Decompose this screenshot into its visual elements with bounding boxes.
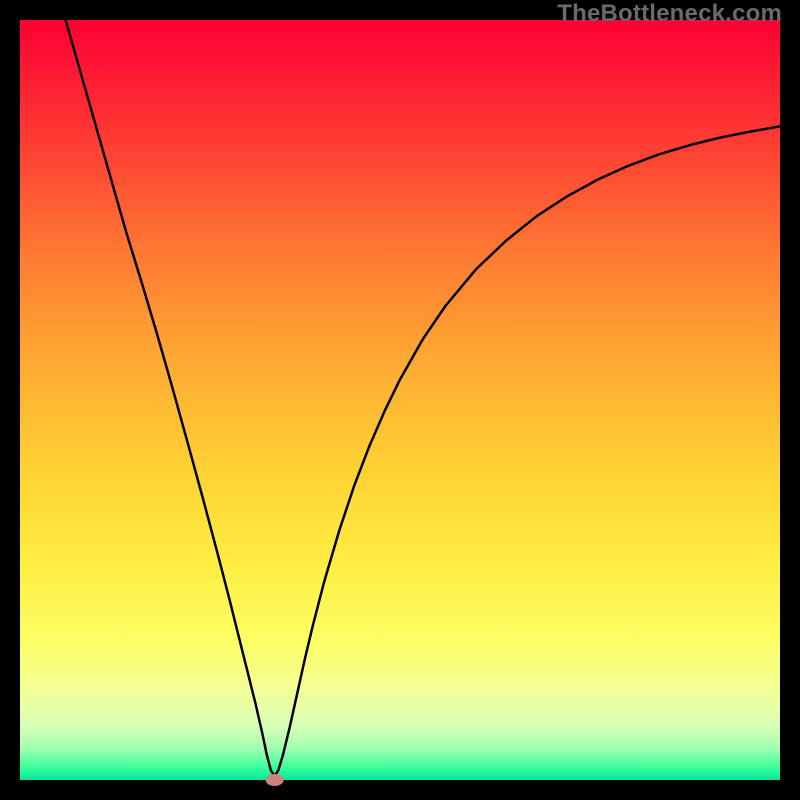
- chart-container: TheBottleneck.com: [0, 0, 800, 800]
- bottleneck-chart: [0, 0, 800, 800]
- watermark-text: TheBottleneck.com: [557, 0, 782, 28]
- optimum-marker: [266, 774, 284, 786]
- plot-background: [20, 20, 780, 780]
